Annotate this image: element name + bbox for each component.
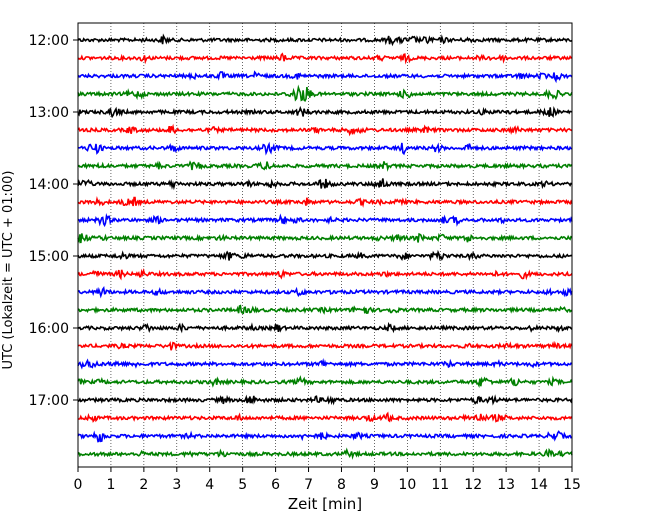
- seismic-trace: [77, 33, 573, 47]
- y-tick-label: 17:00: [29, 393, 69, 409]
- y-axis-label: UTC (Lokalzeit = UTC + 01:00): [1, 171, 16, 370]
- x-tick-label: 10: [398, 477, 416, 493]
- seismic-trace: [78, 340, 573, 352]
- seismic-traces: [77, 33, 573, 460]
- seismic-trace: [77, 212, 573, 228]
- seismic-trace: [77, 394, 573, 406]
- seismic-trace: [77, 304, 573, 315]
- x-tick-label: 7: [304, 477, 313, 493]
- x-tick-label: 0: [74, 477, 83, 493]
- seismic-trace: [77, 195, 573, 208]
- seismic-trace: [77, 160, 573, 172]
- x-tick-label: 13: [497, 477, 515, 493]
- plot-frame: [77, 22, 573, 468]
- seismic-trace: [77, 141, 572, 156]
- seismic-trace: [77, 430, 573, 443]
- seismic-trace: [77, 105, 573, 119]
- x-axis-label: Zeit [min]: [288, 495, 362, 513]
- seismic-trace: [77, 411, 573, 423]
- y-tick-label: 15:00: [29, 249, 69, 265]
- seismic-trace: [77, 267, 573, 281]
- x-tick-label: 11: [431, 477, 449, 493]
- seismic-trace: [77, 321, 573, 334]
- x-axis: 0 1 2 3 4 5 6 7 8 9 10 11 12 13 14 15: [74, 467, 581, 493]
- y-tick-label: 14:00: [29, 177, 69, 193]
- x-tick-label: 2: [139, 477, 148, 493]
- x-tick-label: 4: [205, 477, 214, 493]
- x-tick-label: 8: [337, 477, 346, 493]
- seismic-trace: [77, 285, 573, 299]
- y-tick-label: 16:00: [29, 321, 69, 337]
- x-tick-label: 15: [563, 477, 581, 493]
- seismic-trace: [77, 249, 573, 262]
- seismic-trace: [77, 232, 573, 244]
- x-tick-label: 14: [530, 477, 548, 493]
- seismic-trace: [77, 52, 573, 65]
- x-tick-label: 6: [271, 477, 280, 493]
- seismic-trace: [77, 447, 573, 460]
- seismic-trace: [77, 358, 573, 370]
- x-tick-label: 12: [464, 477, 482, 493]
- y-tick-label: 12:00: [29, 33, 69, 49]
- seismic-trace: [77, 375, 573, 389]
- seismic-trace: [77, 178, 573, 191]
- x-tick-label: 1: [106, 477, 115, 493]
- x-tick-label: 3: [172, 477, 181, 493]
- seismic-trace: [77, 84, 573, 103]
- seismic-trace: [77, 123, 573, 137]
- y-axis: 12:00 13:00 14:00 15:00 16:00 17:00: [29, 33, 78, 409]
- seismic-trace: [77, 70, 573, 84]
- x-tick-label: 5: [238, 477, 247, 493]
- x-tick-label: 9: [370, 477, 379, 493]
- grid-lines: [110, 23, 540, 467]
- y-tick-label: 13:00: [29, 105, 69, 121]
